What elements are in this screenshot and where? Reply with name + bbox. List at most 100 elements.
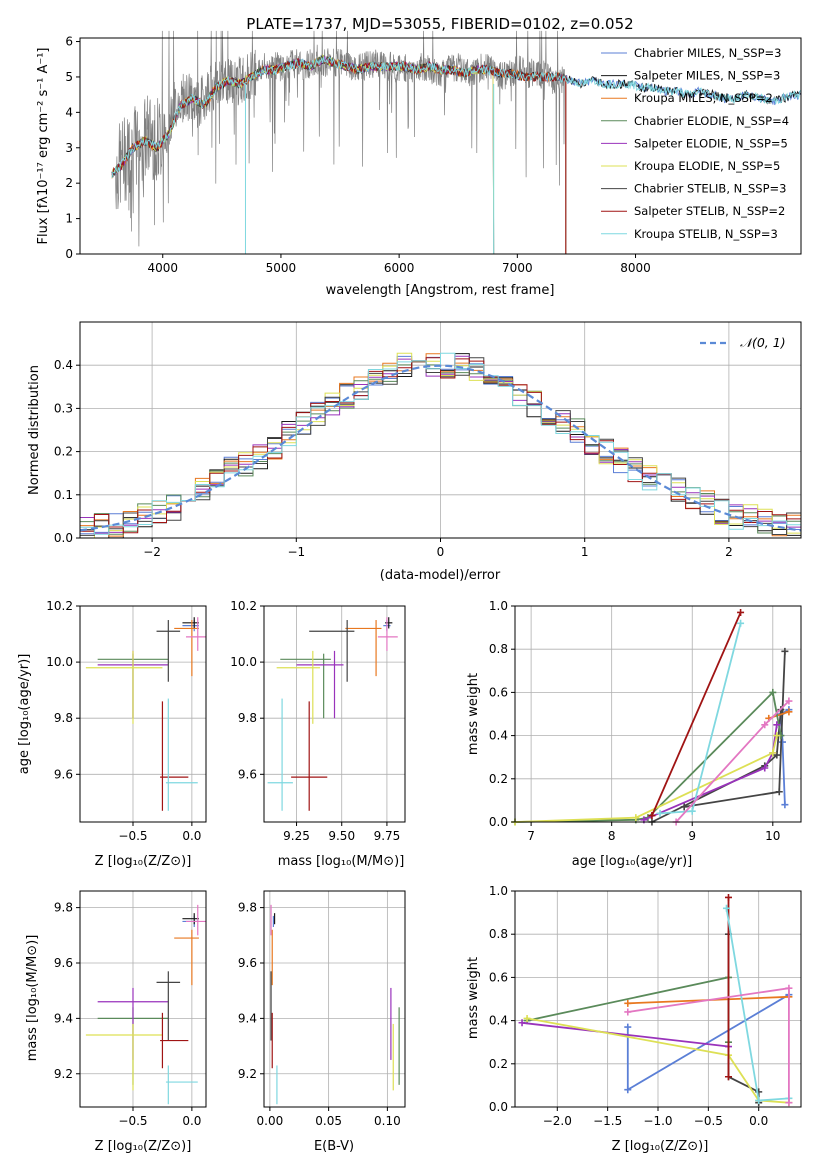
x-tick-label: 2	[725, 545, 733, 559]
y-tick-label: 1	[65, 212, 73, 226]
mass-weight-marker	[785, 697, 793, 705]
y-tick-label: 0.0	[54, 531, 73, 545]
mass-weight-marker	[773, 732, 781, 740]
y-tick-label: 9.6	[238, 956, 257, 970]
mass-weight-marker	[761, 764, 769, 772]
mass-ebv-frame	[263, 890, 406, 1108]
mass-weight-marker	[785, 708, 793, 716]
mass-weight-marker	[656, 809, 664, 817]
y-tick-label: 1.0	[489, 884, 508, 898]
age-z-frame	[79, 605, 207, 823]
x-tick-label: −0.5	[118, 1114, 147, 1128]
y-tick-label: 0.3	[54, 401, 73, 415]
y-tick-label: 9.8	[238, 711, 257, 725]
y-tick-label: 9.6	[54, 956, 73, 970]
mass-weight-marker	[778, 738, 786, 746]
y-tick-label: 0.8	[489, 642, 508, 656]
y-tick-label: 9.4	[238, 1011, 257, 1025]
mass-weight-line	[514, 690, 782, 823]
y-tick-label: 0.2	[54, 445, 73, 459]
age-mass-panel: 9.25 9.50 9.75 9.6 9.8 10.0 10.2 mass [log₁₀(M…	[230, 599, 406, 869]
spectrum-frame	[79, 37, 802, 255]
mass-weight-marker	[624, 999, 632, 1007]
mass-weight-marker	[781, 801, 789, 809]
x-tick-label: −0.5	[694, 1114, 723, 1128]
x-tick-label: 9	[688, 829, 696, 843]
legend-label: Kroupa ELODIE, N_SSP=5	[634, 159, 780, 173]
residuals-ylabel: Normed distribution	[27, 365, 42, 495]
x-tick-label: 0	[437, 545, 445, 559]
mass-weight-marker	[755, 1097, 763, 1105]
y-tick-label: 5	[65, 70, 73, 84]
age-z-ylabel: age [log₁₀(age/yr)]	[17, 654, 32, 775]
y-tick-label: 9.6	[54, 767, 73, 781]
x-tick-label: 0.05	[315, 1114, 342, 1128]
mass-weight-marker	[632, 814, 640, 822]
x-tick-label: 0.10	[374, 1114, 401, 1128]
y-tick-label: 9.2	[238, 1067, 257, 1081]
mass-z-xlabel: Z [log₁₀(Z/Z⊙)]	[95, 1139, 192, 1154]
mass-weight-marker	[518, 1019, 526, 1027]
x-tick-label: 9.50	[328, 829, 355, 843]
mass-weight-marker	[775, 788, 783, 796]
mass-weight-marker	[737, 619, 745, 627]
y-tick-label: 4	[65, 105, 73, 119]
mass-weight-line	[526, 1017, 789, 1104]
mass-weight-marker	[769, 688, 777, 696]
y-tick-label: 10.0	[230, 655, 257, 669]
x-tick-label: 4000	[147, 261, 178, 275]
x-tick-label: −2	[143, 545, 161, 559]
y-tick-label: 0.2	[489, 772, 508, 786]
mass-weight-marker	[785, 1099, 793, 1107]
mass-z-frame	[79, 890, 207, 1108]
mass-weight-marker	[722, 904, 730, 912]
x-tick-label: −1	[287, 545, 305, 559]
mass-weight-marker	[785, 984, 793, 992]
x-tick-label: 9.25	[283, 829, 310, 843]
mass-z-ylabel: mass [log₁₀(M/M⊙)]	[25, 935, 40, 1062]
x-tick-label: −2.0	[543, 1114, 572, 1128]
weight-z-ylabel: mass weight	[466, 957, 481, 1039]
y-tick-label: 0.4	[489, 1014, 508, 1028]
y-tick-label: 9.8	[238, 901, 257, 915]
mass-weight-marker	[688, 807, 696, 815]
age-mass-xlabel: mass [log₁₀(M/M⊙)]	[278, 854, 405, 869]
mass-weight-marker	[624, 1086, 632, 1094]
age-mass-frame	[263, 605, 406, 823]
residuals-xlabel: (data-model)/error	[380, 568, 501, 583]
mass-weight-marker	[773, 751, 781, 759]
mass-weight-line	[514, 735, 778, 823]
weight-age-frame	[514, 605, 802, 823]
mass-weight-line	[659, 623, 742, 815]
y-tick-label: 0.2	[489, 1057, 508, 1071]
mass-weight-marker	[761, 721, 769, 729]
legend-label: Chabrier ELODIE, N_SSP=4	[634, 114, 789, 128]
legend-label: Salpeter ELODIE, N_SSP=5	[634, 136, 788, 150]
y-tick-label: 1.0	[489, 599, 508, 613]
residuals-legend: 𝒩(0, 1)	[700, 335, 786, 350]
mass-ebv-xlabel: E(B-V)	[314, 1139, 354, 1154]
weight-age-panel: 7 8 9 10 0.0 0.2 0.4 0.6 0.8 1.0 age [log₁₀(age/y…	[466, 599, 802, 869]
x-tick-label: 7	[527, 829, 535, 843]
y-tick-label: 0	[65, 247, 73, 261]
x-tick-label: 8	[608, 829, 616, 843]
model-spectrum-line	[111, 56, 801, 178]
y-tick-label: 10.0	[46, 655, 73, 669]
spectrum-xlabel: wavelength [Angstrom, rest frame]	[326, 283, 555, 298]
y-tick-label: 0.6	[489, 685, 508, 699]
y-tick-label: 0.8	[489, 927, 508, 941]
spectrum-panel: 4000 5000 6000 7000 8000 0 1 2 3 4 5 6 Chabrier MIL…	[36, 30, 802, 298]
normal-reference-curve	[79, 364, 802, 532]
x-tick-label: 0.00	[257, 1114, 284, 1128]
mass-weight-line	[521, 1021, 729, 1048]
mass-weight-marker	[769, 749, 777, 757]
mass-weight-marker	[773, 721, 781, 729]
y-tick-label: 0.1	[54, 488, 73, 502]
x-tick-label: 0.0	[749, 1114, 768, 1128]
residuals-panel: −2 −1 0 1 2 0.0 0.1 0.2 0.3 0.4 𝒩(0, 1) (data-mod…	[27, 321, 802, 583]
legend-label: Kroupa STELIB, N_SSP=3	[634, 227, 778, 241]
y-tick-label: 9.2	[54, 1067, 73, 1081]
y-tick-label: 6	[65, 35, 73, 49]
mass-weight-marker	[624, 1008, 632, 1016]
